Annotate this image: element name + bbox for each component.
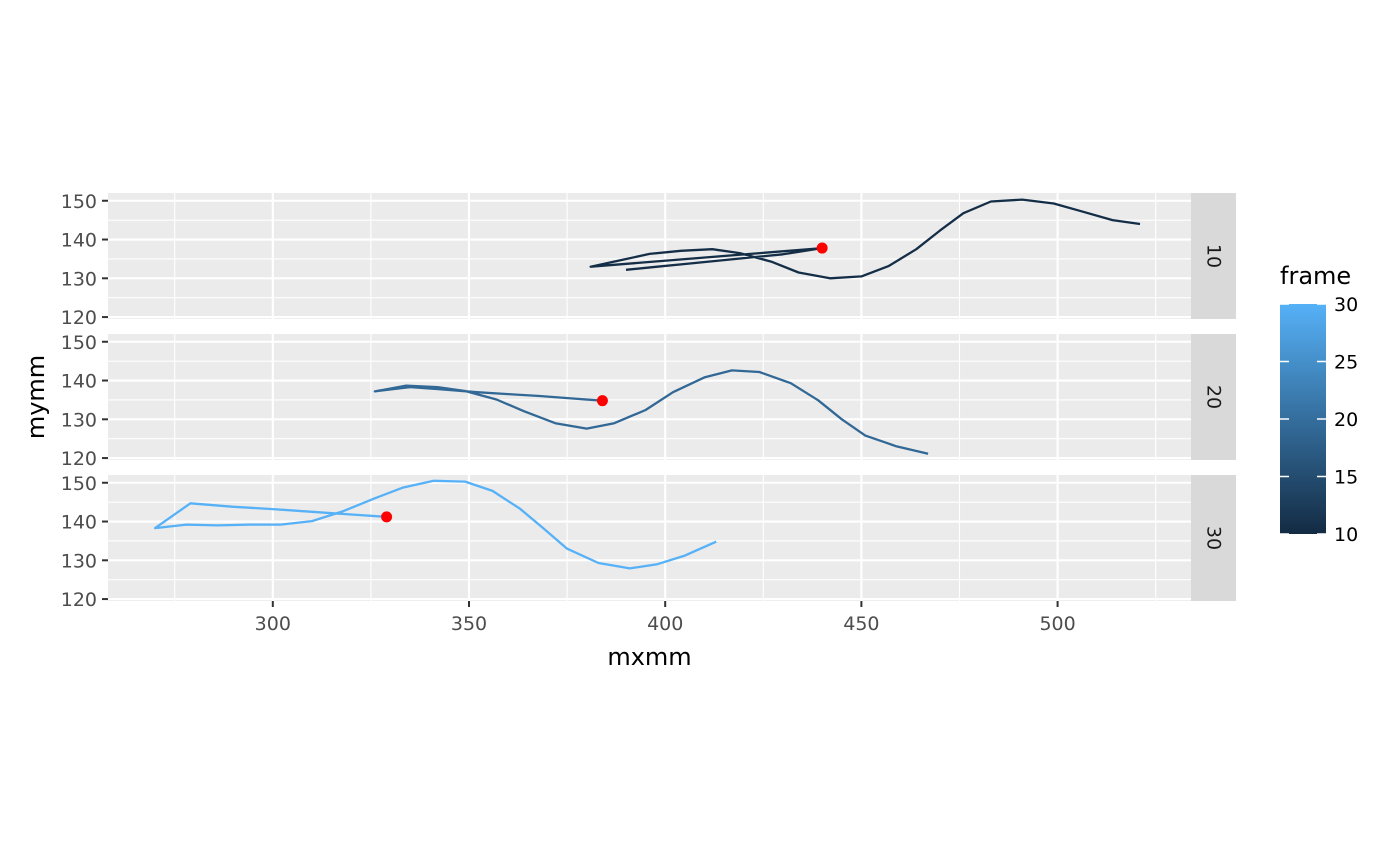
facet-panels: 120 130 140 150 10 120 130 140 150 20 120 130 140 150… xyxy=(61,191,1236,611)
facet-panel-30: 120 130 140 150 30 xyxy=(61,473,1236,611)
current-position-point xyxy=(381,511,393,523)
legend-tick-label: 30 xyxy=(1334,294,1358,316)
y-tick-label: 140 xyxy=(61,371,97,393)
facet-panel-20: 120 130 140 150 20 xyxy=(61,332,1236,470)
legend-tick-label: 25 xyxy=(1334,352,1358,374)
y-tick-label: 120 xyxy=(61,448,97,470)
panel-background xyxy=(108,334,1191,460)
x-tick-label: 500 xyxy=(1039,613,1075,635)
facet-strip-label: 20 xyxy=(1203,385,1225,409)
y-tick-label: 120 xyxy=(61,589,97,611)
current-position-point xyxy=(816,242,828,254)
y-tick-label: 130 xyxy=(61,409,97,431)
y-tick-label: 130 xyxy=(61,550,97,572)
x-tick-label: 450 xyxy=(843,613,879,635)
y-tick-label: 150 xyxy=(61,473,97,495)
facet-panel-10: 120 130 140 150 10 xyxy=(61,191,1236,329)
x-tick-label: 350 xyxy=(451,613,487,635)
y-tick-label: 120 xyxy=(61,307,97,329)
legend-tick-label: 20 xyxy=(1334,409,1358,431)
legend-tick-label: 10 xyxy=(1334,524,1358,546)
y-tick-label: 130 xyxy=(61,268,97,290)
series-line-frame-30 xyxy=(153,479,717,570)
series-line-frame-20 xyxy=(373,369,929,455)
panel-background xyxy=(108,475,1191,601)
y-tick-label: 150 xyxy=(61,191,97,213)
legend-title: frame xyxy=(1280,262,1351,290)
panel-background xyxy=(108,193,1191,319)
y-tick-label: 140 xyxy=(61,512,97,534)
x-axis-title: mxmm xyxy=(607,643,691,671)
x-axis: 300 350 400 450 500 xyxy=(255,601,1076,635)
colorbar-legend: frame 10 15 20 25 30 xyxy=(1280,262,1358,546)
facet-strip xyxy=(1191,193,1236,319)
y-axis-title: mymm xyxy=(22,355,50,439)
x-tick-label: 400 xyxy=(647,613,683,635)
facet-strip xyxy=(1191,475,1236,601)
legend-tick-label: 15 xyxy=(1334,467,1358,489)
x-tick-label: 300 xyxy=(255,613,291,635)
y-tick-label: 150 xyxy=(61,332,97,354)
facet-strip xyxy=(1191,334,1236,460)
series-line-frame-10 xyxy=(589,198,1141,280)
current-position-point xyxy=(596,395,608,407)
y-tick-label: 140 xyxy=(61,230,97,252)
facet-strip-label: 30 xyxy=(1203,526,1225,550)
facet-strip-label: 10 xyxy=(1203,244,1225,268)
